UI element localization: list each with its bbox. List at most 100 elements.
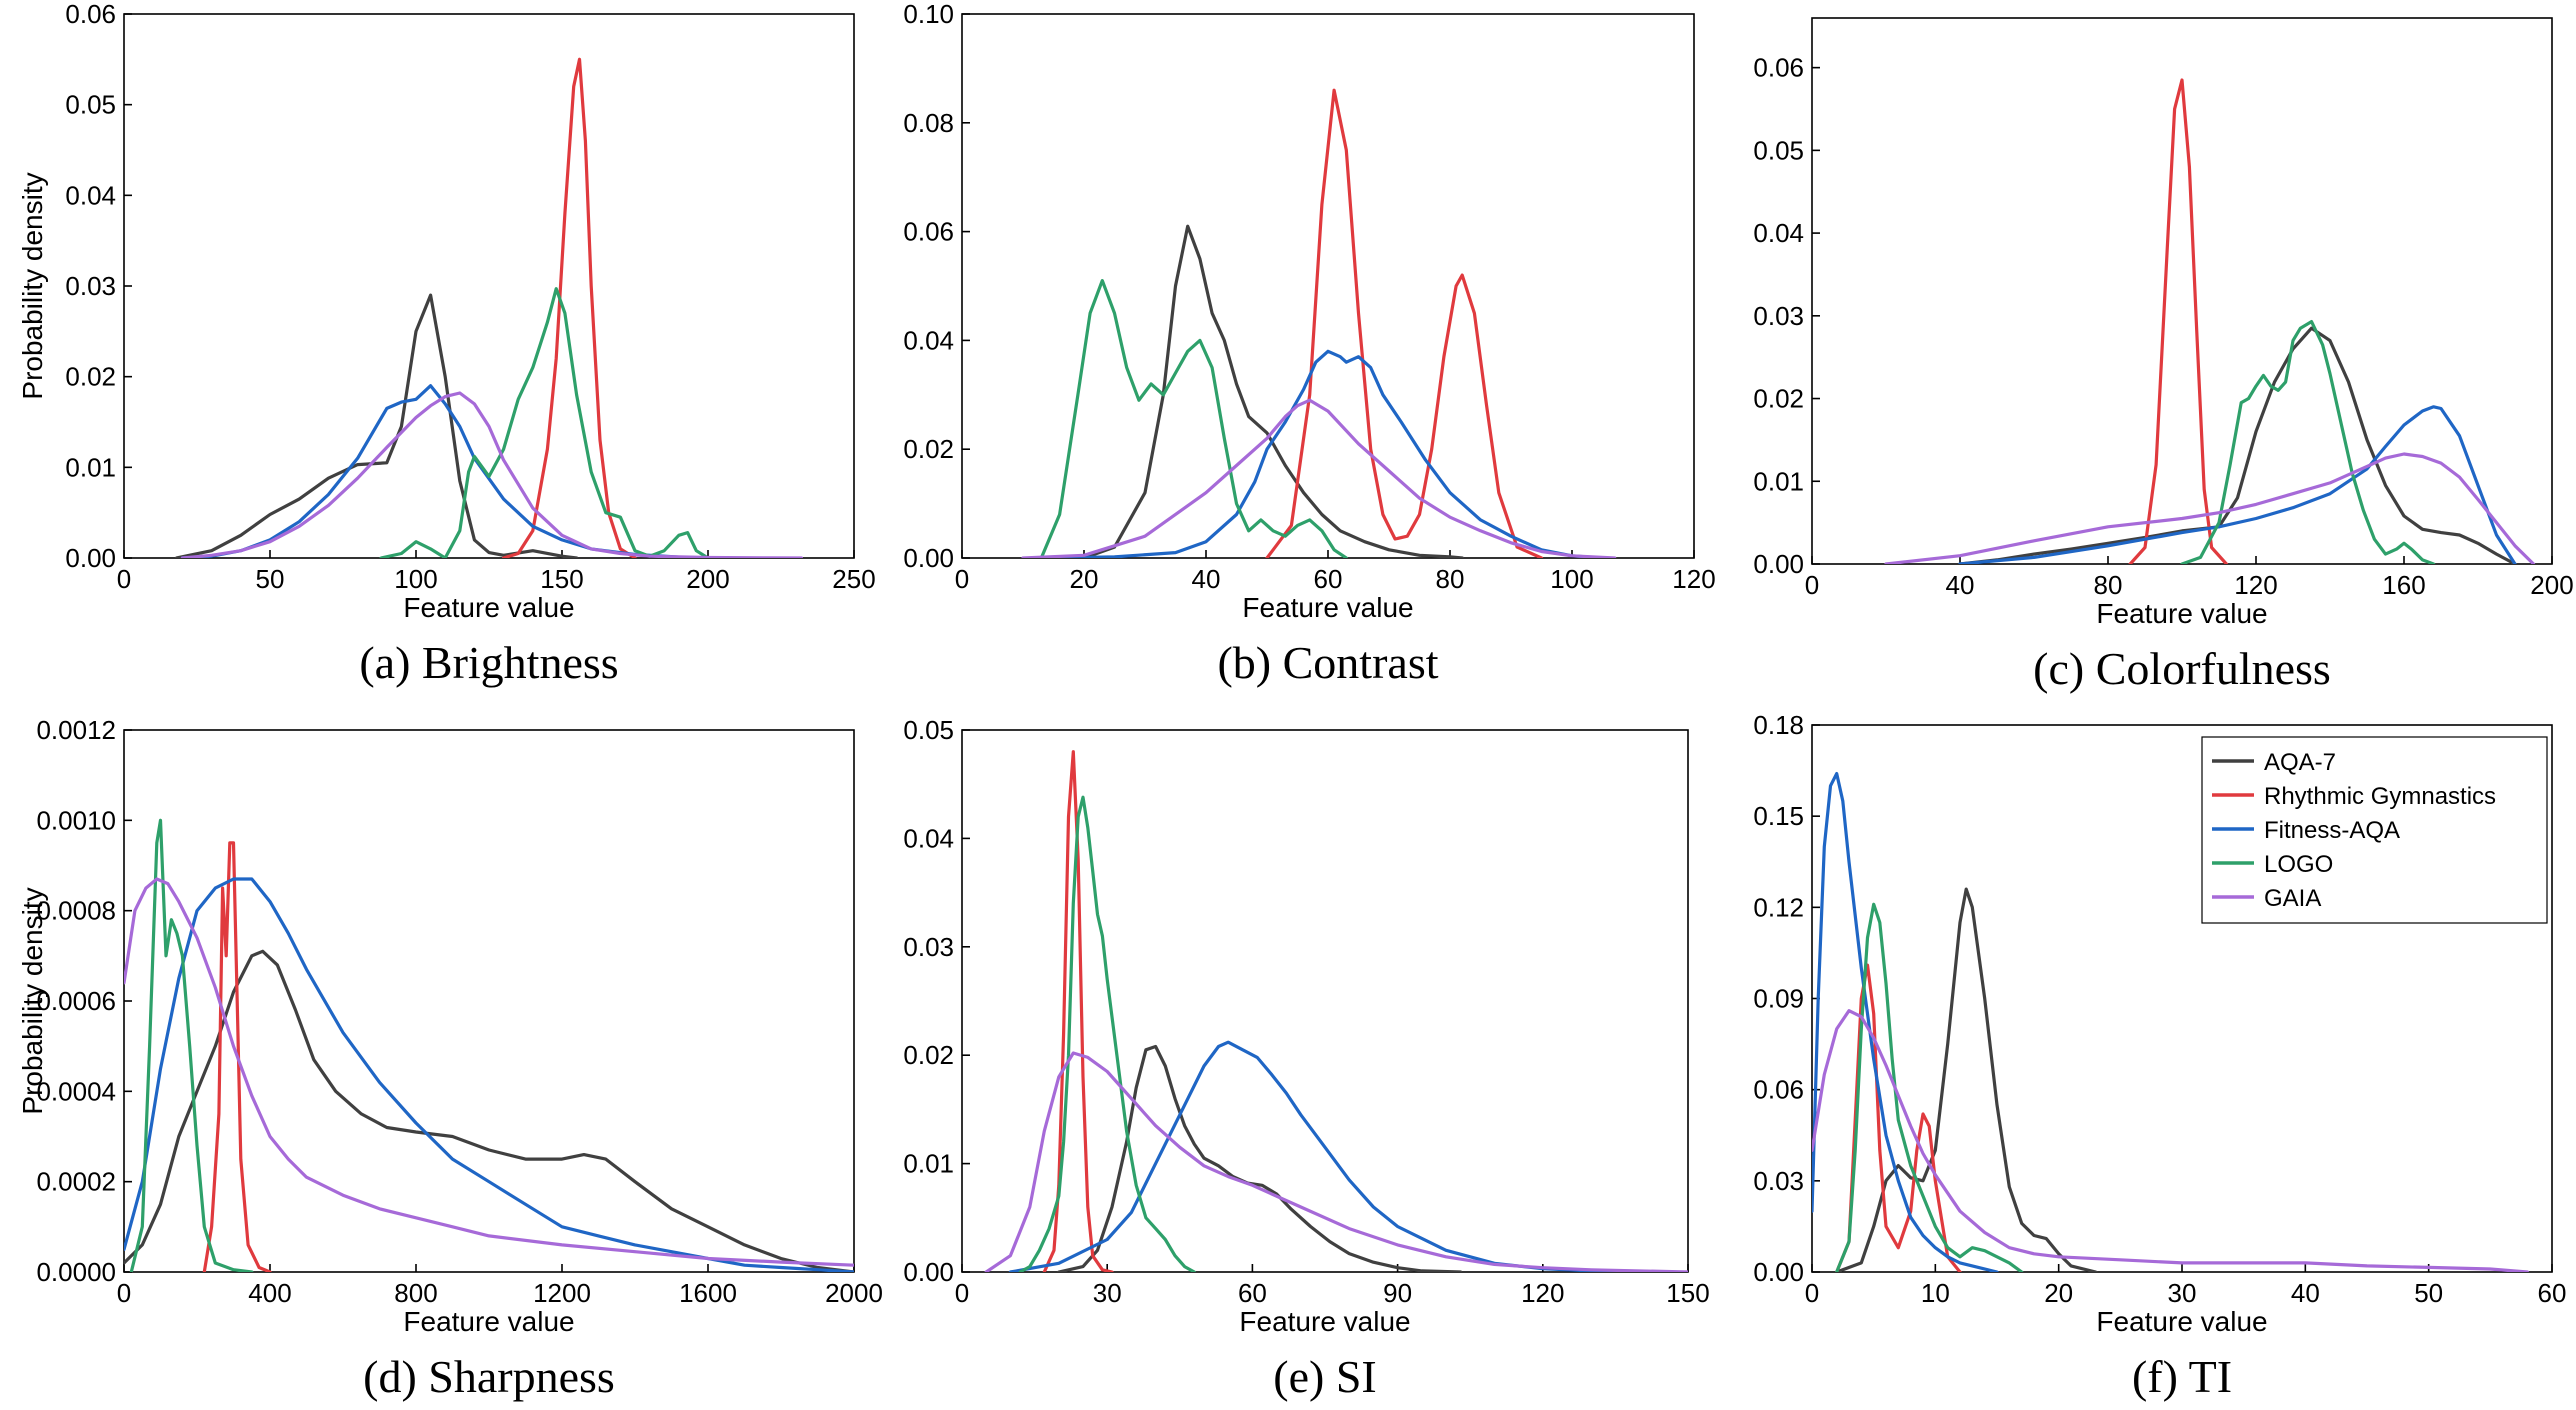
series-line-gaia bbox=[984, 1051, 1688, 1272]
legend-box bbox=[2201, 736, 2548, 924]
chart-d: 0 400 800 1200 1600 2000 0.0000 0.0002 0.0004 0.0… bbox=[17, 715, 883, 1402]
legend-label: Fitness-AQA bbox=[2264, 817, 2400, 844]
x-tick-label: 50 bbox=[2414, 1278, 2443, 1308]
x-axis-label: Feature value bbox=[2096, 598, 2267, 629]
y-tick-label: 0.18 bbox=[1753, 710, 1804, 740]
y-tick-label: 0.06 bbox=[1753, 1075, 1804, 1105]
x-tick-label: 0 bbox=[117, 1278, 131, 1308]
x-tick-label: 20 bbox=[2044, 1278, 2073, 1308]
x-tick-label: 60 bbox=[1238, 1278, 1267, 1308]
x-tick-label: 120 bbox=[1672, 564, 1715, 594]
x-tick-label: 30 bbox=[1093, 1278, 1122, 1308]
x-tick-label: 150 bbox=[1666, 1278, 1709, 1308]
legend-label: GAIA bbox=[2264, 885, 2321, 912]
legend: AQA-7 Rhythmic Gymnastics Fitness-AQA LOGO G… bbox=[2201, 736, 2548, 924]
series-line-logo bbox=[1835, 902, 2024, 1272]
y-tick-label: 0.09 bbox=[1753, 984, 1804, 1014]
x-tick-label: 800 bbox=[394, 1278, 437, 1308]
y-tick-label: 0.04 bbox=[65, 180, 116, 210]
x-tick-label: 40 bbox=[2291, 1278, 2320, 1308]
subplot-caption: (d) Sharpness bbox=[363, 1351, 615, 1402]
y-tick-label: 0.03 bbox=[903, 932, 954, 962]
x-tick-label: 0 bbox=[1805, 1278, 1819, 1308]
y-tick-label: 0.10 bbox=[903, 0, 954, 29]
chart-a: 0 50 100 150 200 250 0.00 0.01 0.02 0.03 0.04 0.05 0… bbox=[17, 0, 876, 688]
x-axis-label: Feature value bbox=[1239, 1306, 1410, 1337]
y-tick-label: 0.00 bbox=[1753, 1257, 1804, 1287]
y-tick-label: 0.12 bbox=[1753, 892, 1804, 922]
series-line-logo bbox=[1018, 795, 1196, 1272]
x-tick-label: 120 bbox=[2234, 570, 2277, 600]
series-line-fitness-aqa bbox=[1958, 405, 2517, 564]
series-line-fitness-aqa bbox=[1812, 771, 1999, 1272]
y-tick-label: 0.04 bbox=[1753, 218, 1804, 248]
series-line-rhythmic-gymnastics bbox=[202, 841, 272, 1272]
series-line-fitness-aqa bbox=[1008, 1040, 1642, 1272]
chart-e: 0 30 60 90 120 150 0.00 0.01 0.02 0.03 0.04 0.05 Fea… bbox=[903, 715, 1709, 1402]
series-line-fitness-aqa bbox=[1051, 349, 1605, 558]
series-group bbox=[1021, 88, 1617, 558]
series-line-aqa-7 bbox=[124, 949, 854, 1272]
series-line-aqa-7 bbox=[1835, 887, 2098, 1272]
y-tick-label: 0.0002 bbox=[36, 1167, 116, 1197]
y-tick-label: 0.03 bbox=[1753, 1166, 1804, 1196]
y-axis-label: Probability density bbox=[17, 887, 48, 1114]
x-tick-label: 250 bbox=[832, 564, 875, 594]
y-tick-label: 0.05 bbox=[903, 715, 954, 745]
y-tick-label: 0.0010 bbox=[36, 805, 116, 835]
y-tick-label: 0.05 bbox=[65, 90, 116, 120]
plot-frame bbox=[961, 13, 1695, 559]
series-line-rhythmic-gymnastics bbox=[1265, 88, 1544, 558]
chart-b: 0 20 40 60 80 100 120 0.00 0.02 0.04 0.06 0.08 0.10 F… bbox=[903, 0, 1715, 688]
subplot-caption: (c) Colorfulness bbox=[2033, 643, 2331, 694]
y-tick-label: 0.02 bbox=[903, 434, 954, 464]
chart-f: 0 10 20 30 40 50 60 0.00 0.03 0.06 0.09 0.12 0.15 0.1… bbox=[1753, 710, 2566, 1402]
x-tick-label: 90 bbox=[1383, 1278, 1412, 1308]
x-tick-label: 160 bbox=[2382, 570, 2425, 600]
plot-frame bbox=[961, 729, 1689, 1273]
x-tick-label: 150 bbox=[540, 564, 583, 594]
x-tick-label: 30 bbox=[2168, 1278, 2197, 1308]
plot-frame bbox=[1811, 17, 2553, 565]
series-line-fitness-aqa bbox=[180, 384, 710, 558]
y-tick-label: 0.0000 bbox=[36, 1257, 116, 1287]
y-axis-label: Probability density bbox=[17, 172, 48, 399]
x-tick-label: 1600 bbox=[679, 1278, 737, 1308]
chart-c: 0 40 80 120 160 200 0.00 0.01 0.02 0.03 0.04 0.05 0.… bbox=[1753, 17, 2574, 694]
legend-label: AQA-7 bbox=[2264, 749, 2336, 776]
series-line-gaia bbox=[1812, 1009, 2529, 1272]
y-tick-label: 0.0004 bbox=[36, 1076, 116, 1106]
y-tick-label: 0.0012 bbox=[36, 715, 116, 745]
x-tick-label: 0 bbox=[1805, 570, 1819, 600]
series-line-aqa-7 bbox=[1082, 224, 1464, 558]
y-tick-label: 0.00 bbox=[65, 543, 116, 573]
subplot-caption: (e) SI bbox=[1273, 1351, 1376, 1402]
x-tick-label: 400 bbox=[248, 1278, 291, 1308]
y-tick-label: 0.01 bbox=[65, 452, 116, 482]
x-tick-label: 40 bbox=[1192, 564, 1221, 594]
series-line-gaia bbox=[180, 391, 804, 558]
x-tick-label: 2000 bbox=[825, 1278, 883, 1308]
series-line-logo bbox=[2180, 320, 2436, 564]
x-axis-label: Feature value bbox=[1242, 592, 1413, 623]
x-axis-label: Feature value bbox=[403, 592, 574, 623]
series-line-logo bbox=[379, 287, 710, 558]
y-tick-label: 0.03 bbox=[65, 271, 116, 301]
y-tick-label: 0.08 bbox=[903, 108, 954, 138]
x-tick-label: 1200 bbox=[533, 1278, 591, 1308]
plot-frame bbox=[123, 729, 855, 1273]
y-tick-label: 0.00 bbox=[1753, 549, 1804, 579]
series-line-gaia bbox=[1021, 398, 1617, 558]
x-tick-label: 80 bbox=[2094, 570, 2123, 600]
series-line-gaia bbox=[124, 877, 854, 1267]
y-tick-label: 0.02 bbox=[1753, 384, 1804, 414]
y-tick-label: 0.15 bbox=[1753, 801, 1804, 831]
y-tick-label: 0.02 bbox=[903, 1040, 954, 1070]
series-line-aqa-7 bbox=[175, 293, 579, 558]
y-tick-label: 0.02 bbox=[65, 362, 116, 392]
series-line-logo bbox=[1039, 279, 1348, 558]
series-line-logo bbox=[129, 818, 254, 1272]
y-tick-label: 0.00 bbox=[903, 543, 954, 573]
x-tick-label: 100 bbox=[1550, 564, 1593, 594]
